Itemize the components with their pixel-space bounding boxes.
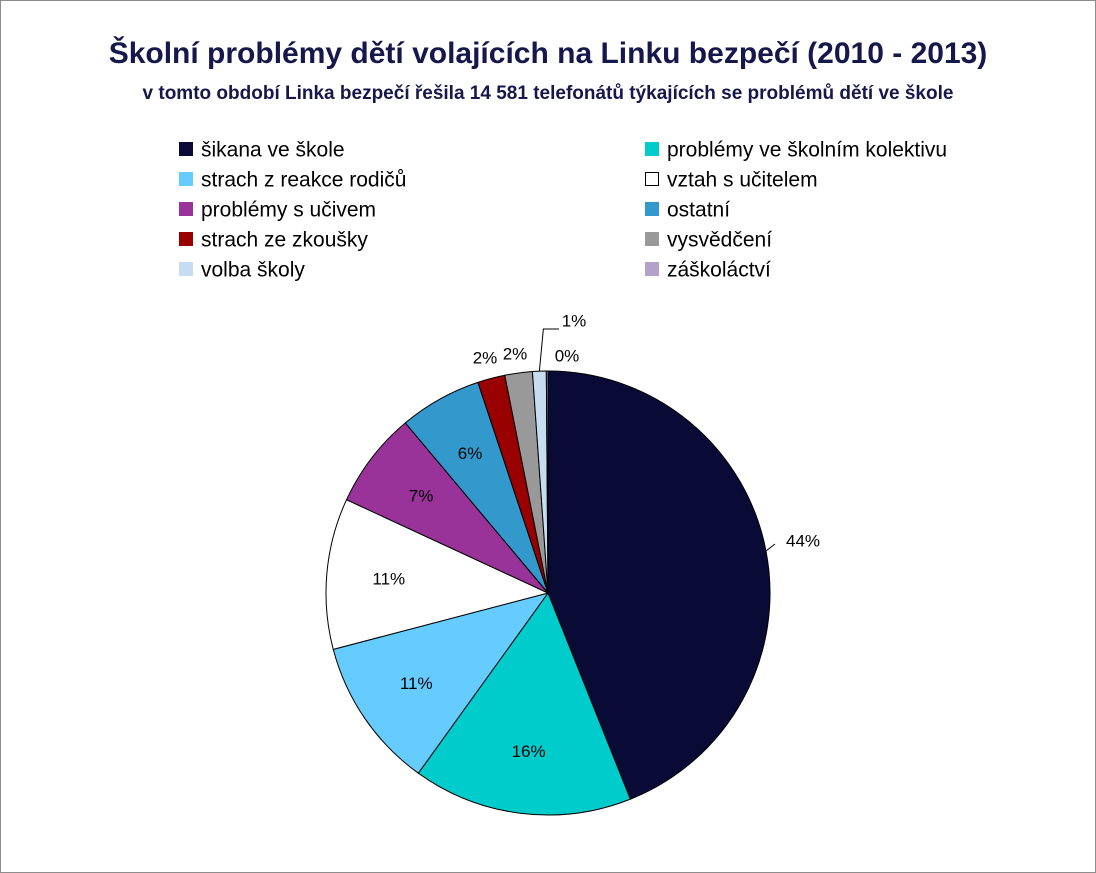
pie-slice [332, 592, 550, 774]
legend-swatch [179, 261, 193, 276]
legend-item-rodice: strach z reakce rodičů [179, 166, 406, 194]
legend-item-ostatni: ostatní [645, 196, 730, 224]
legend-swatch [179, 201, 193, 216]
legend-swatch [645, 171, 659, 186]
legend-item-volba: volba školy [179, 256, 305, 284]
pie-slice [325, 499, 550, 650]
legend-label: vztah s učitelem [667, 168, 818, 192]
legend-swatch [645, 141, 659, 156]
pie-slice [417, 591, 632, 816]
slice-percent-label: 1% [562, 312, 587, 331]
legend-label: strach ze zkoušky [201, 228, 368, 252]
legend-item-sikana: šikana ve škole [179, 136, 345, 164]
legend-swatch [179, 141, 193, 156]
label-leader-line [765, 543, 776, 552]
legend-label: šikana ve škole [201, 138, 345, 162]
legend-label: vysvědčení [667, 228, 773, 252]
legend-swatch [179, 231, 193, 246]
slice-percent-label: 16% [512, 742, 546, 761]
slice-percent-label: 2% [473, 349, 498, 368]
legend-label: strach z reakce rodičů [201, 168, 407, 192]
slice-percent-label: 11% [400, 674, 433, 693]
legend-label: problémy ve školním kolektivu [667, 138, 948, 162]
slice-percent-label: 2% [503, 345, 528, 364]
label-leader-line [538, 328, 559, 372]
legend-item-kolektiv: problémy ve školním kolektivu [645, 136, 947, 164]
legend-item-vysvedceni: vysvědčení [645, 226, 772, 254]
pie-slice [545, 370, 549, 594]
chart-title: Školní problémy dětí volajících na Linku… [108, 37, 988, 70]
slice-percent-label: 7% [409, 486, 434, 505]
pie-labels: 44% 16% 11% 11% 7% 6% 2% 2% 1% 0% [372, 312, 820, 762]
legend-label: ostatní [667, 198, 731, 222]
chart-subtitle: v tomto období Linka bezpečí řešila 14 5… [142, 83, 954, 104]
legend-item-ucivo: problémy s učivem [179, 196, 376, 224]
legend-item-zaskolactvi: záškoláctví [645, 256, 771, 284]
legend-swatch [179, 171, 193, 186]
pie-slices [325, 370, 771, 816]
slice-percent-label: 44% [786, 532, 820, 551]
pie-slice [547, 370, 771, 800]
slice-percent-label: 11% [372, 569, 405, 588]
legend-label: problémy s učivem [201, 198, 377, 222]
legend-swatch [645, 231, 659, 246]
slice-percent-label: 0% [555, 347, 580, 366]
legend-label: volba školy [201, 258, 305, 282]
legend-label: záškoláctví [667, 258, 771, 282]
slice-percent-label: 6% [458, 444, 483, 463]
legend-item-ucitel: vztah s učitelem [645, 166, 818, 194]
legend-swatch [645, 201, 659, 216]
legend-item-zkouska: strach ze zkoušky [179, 226, 368, 254]
legend-swatch [645, 261, 659, 276]
